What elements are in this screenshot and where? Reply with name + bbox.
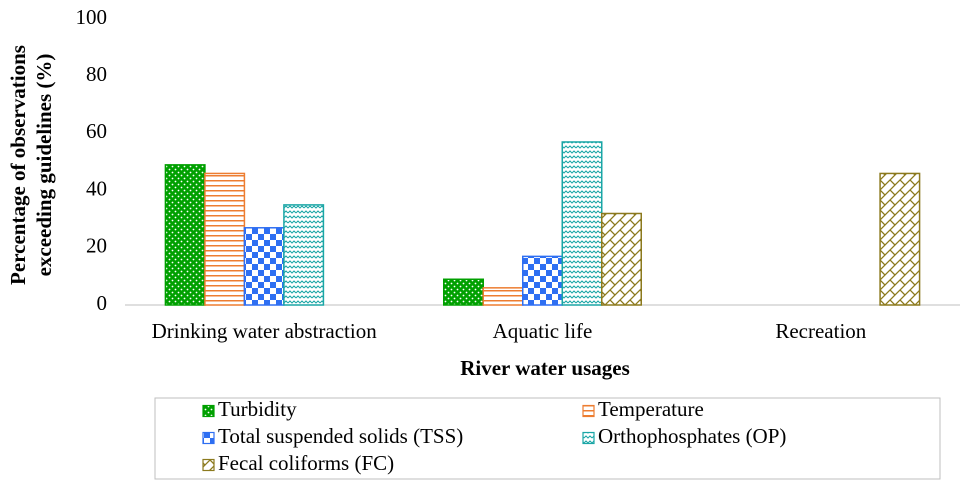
bar (482, 287, 524, 306)
y-tick-label: 20 (86, 234, 107, 258)
y-axis-title: exceeding guidelines (%) (32, 54, 56, 277)
y-tick-label: 0 (97, 291, 108, 315)
legend-label: Temperature (598, 397, 704, 421)
bar (522, 255, 563, 306)
bar (204, 172, 246, 306)
legend-swatch (582, 404, 595, 418)
bar (443, 278, 484, 306)
bar (561, 141, 603, 306)
legend-label: Orthophosphates (OP) (598, 424, 786, 448)
y-tick-label: 40 (86, 176, 107, 200)
y-axis-title: Percentage of observations (6, 45, 30, 285)
legend-label: Turbidity (218, 397, 297, 421)
x-tick-label: Drinking water abstraction (152, 319, 378, 343)
x-tick-label: Recreation (775, 319, 866, 343)
y-tick-label: 60 (86, 119, 107, 143)
bar (879, 172, 921, 306)
legend-swatch (202, 431, 215, 445)
bar (283, 204, 325, 306)
legend-swatch (582, 431, 595, 445)
legend-box (154, 397, 941, 480)
legend-swatch (202, 404, 215, 418)
x-axis-title: River water usages (460, 356, 630, 380)
bar (243, 227, 285, 306)
y-tick-label: 100 (76, 5, 108, 29)
x-tick-label: Aquatic life (493, 319, 593, 343)
y-tick-label: 80 (86, 62, 107, 86)
legend-swatch (202, 458, 215, 472)
legend-label: Total suspended solids (TSS) (218, 424, 463, 448)
legend-label: Fecal coliforms (FC) (218, 451, 394, 475)
bar (601, 212, 642, 306)
bar (164, 164, 206, 306)
